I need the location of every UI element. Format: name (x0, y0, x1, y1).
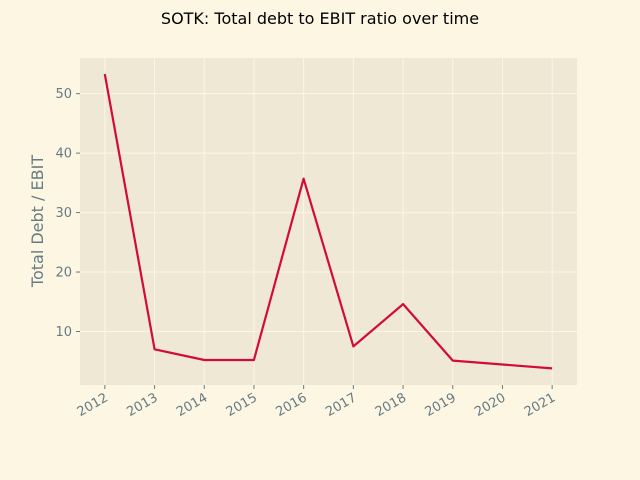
x-tick-label: 2018 (373, 390, 409, 420)
plot-area (80, 58, 577, 385)
series-layer (103, 73, 553, 370)
x-tick-label: 2014 (174, 390, 210, 420)
x-tick-label: 2021 (522, 390, 558, 420)
x-tick-label: 2017 (323, 390, 359, 420)
x-tick-label: 2012 (75, 390, 111, 420)
grid-lines (80, 58, 577, 385)
x-tick-label: 2013 (124, 390, 160, 420)
y-tick-label: 50 (55, 87, 72, 102)
x-tick-label: 2019 (423, 390, 459, 420)
chart-title: SOTK: Total debt to EBIT ratio over time (161, 9, 479, 28)
y-tick-label: 30 (55, 206, 72, 221)
y-tick-label: 20 (55, 266, 72, 281)
x-tick-label: 2016 (273, 390, 309, 420)
y-tick-label: 10 (55, 325, 72, 340)
y-axis-title: Total Debt / EBIT (28, 155, 47, 288)
x-tick-label: 2020 (472, 390, 508, 420)
y-tick-label: 40 (55, 147, 72, 162)
series-line (103, 73, 553, 370)
x-tick-label: 2015 (224, 390, 260, 420)
